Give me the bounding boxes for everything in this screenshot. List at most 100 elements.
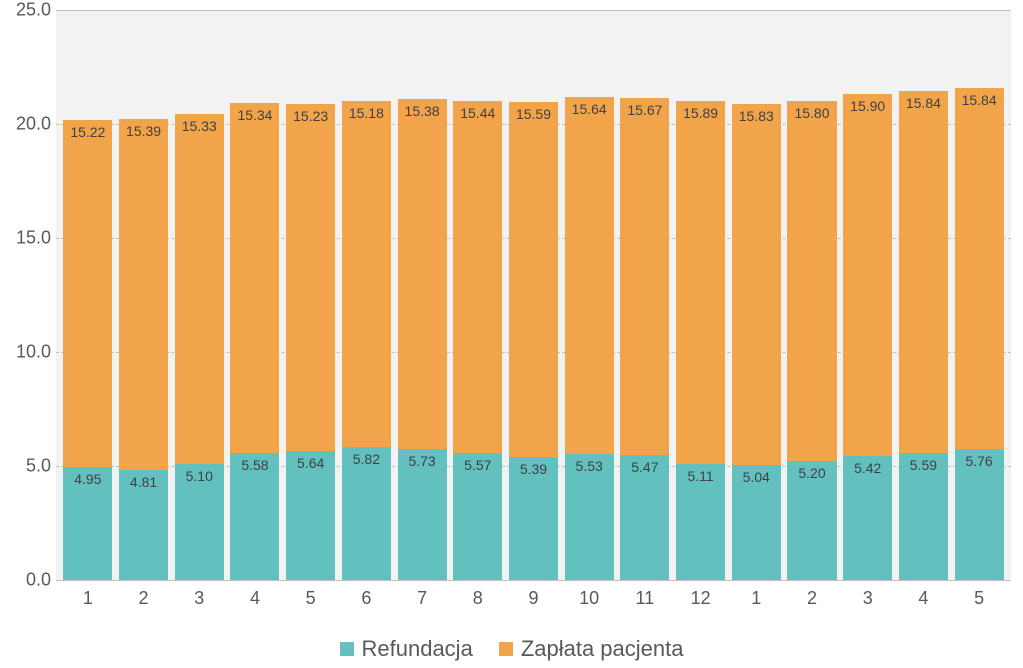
bar-stack: 5.11 15.89 (676, 101, 725, 580)
ytick-label: 0.0 (5, 570, 51, 591)
bar-segment-zaplata: 15.89 (676, 101, 725, 463)
bar-segment-zaplata: 15.83 (732, 104, 781, 465)
bar-segment-refundacja: 5.53 (565, 454, 614, 580)
bar-value-label: 5.73 (398, 453, 447, 469)
bar-segment-refundacja: 5.47 (620, 455, 669, 580)
bar-stack: 5.59 15.84 (899, 91, 948, 580)
bar-value-label: 15.39 (119, 123, 168, 139)
bar-slot: 5.4215.903 (840, 10, 896, 580)
bar-segment-refundacja: 5.57 (453, 453, 502, 580)
bar-stack: 5.47 15.67 (620, 98, 669, 580)
legend: Refundacja Zapłata pacjenta (0, 636, 1023, 662)
bar-slot: 4.8115.392 (116, 10, 172, 580)
bar-stack: 5.57 15.44 (453, 101, 502, 580)
legend-item-refundacja: Refundacja (340, 636, 473, 662)
bar-segment-refundacja: 5.11 (676, 464, 725, 581)
bar-segment-zaplata: 15.84 (899, 91, 948, 452)
bar-stack: 5.2015.80 (787, 101, 836, 580)
xtick-label: 7 (394, 588, 450, 609)
bar-slot: 5.7315.387 (394, 10, 450, 580)
bar-stack: 5.39 15.59 (509, 102, 558, 580)
bar-value-label: 15.23 (286, 108, 335, 124)
bar-segment-refundacja: 5.10 (175, 464, 224, 580)
bar-slot: 5.0415.831 (728, 10, 784, 580)
bar-segment-refundacja: 5.73 (398, 449, 447, 580)
xtick-label: 10 (561, 588, 617, 609)
bar-slot: 5.5715.448 (450, 10, 506, 580)
bar-segment-zaplata: 15.34 (230, 103, 279, 453)
bar-value-label: 15.44 (453, 105, 502, 121)
bar-value-label: 5.39 (509, 461, 558, 477)
xtick-label: 6 (339, 588, 395, 609)
bar-value-label: 5.82 (342, 451, 391, 467)
bar-segment-refundacja: 5.82 (342, 447, 391, 580)
bar-segment-zaplata: 15.80 (787, 101, 836, 461)
bar-segment-zaplata: 15.18 (342, 101, 391, 447)
bar-slot: 4.9515.221 (60, 10, 116, 580)
xtick-label: 1 (60, 588, 116, 609)
xtick-label: 5 (951, 588, 1007, 609)
xtick-label: 2 (784, 588, 840, 609)
bar-stack: 5.10 15.33 (175, 114, 224, 580)
ytick-label: 10.0 (5, 342, 51, 363)
bar-value-label: 5.42 (843, 460, 892, 476)
bar-value-label: 15.84 (955, 92, 1004, 108)
bar-segment-refundacja: 4.95 (63, 467, 112, 580)
bar-value-label: 5.04 (732, 469, 781, 485)
bar-stack: 5.04 15.83 (732, 104, 781, 580)
bar-value-label: 5.76 (955, 453, 1004, 469)
legend-label: Refundacja (362, 636, 473, 662)
bar-slot: 5.7615.845 (951, 10, 1007, 580)
bar-value-label: 4.95 (63, 471, 112, 487)
gridline (56, 580, 1011, 581)
ytick-label: 20.0 (5, 114, 51, 135)
bar-slot: 5.5915.844 (896, 10, 952, 580)
bar-slot: 5.5315.6410 (561, 10, 617, 580)
xtick-label: 12 (673, 588, 729, 609)
bar-value-label: 5.47 (620, 459, 669, 475)
xtick-label: 3 (840, 588, 896, 609)
bar-value-label: 5.58 (230, 457, 279, 473)
ytick-label: 25.0 (5, 0, 51, 21)
bar-segment-zaplata: 15.67 (620, 98, 669, 455)
ytick-label: 15.0 (5, 228, 51, 249)
bar-value-label: 15.89 (676, 105, 725, 121)
bar-segment-zaplata: 15.90 (843, 94, 892, 457)
bar-value-label: 15.34 (230, 107, 279, 123)
bar-segment-refundacja: 5.20 (787, 461, 836, 580)
bar-slot: 5.4715.6711 (617, 10, 673, 580)
bar-value-label: 5.10 (175, 468, 224, 484)
legend-swatch (340, 642, 354, 656)
bar-segment-zaplata: 15.64 (565, 97, 614, 454)
xtick-label: 9 (506, 588, 562, 609)
bars-row: 4.9515.2214.8115.3925.1015.3335.5815.344… (56, 10, 1011, 580)
bar-segment-zaplata: 15.33 (175, 114, 224, 464)
xtick-label: 8 (450, 588, 506, 609)
bar-value-label: 15.83 (732, 108, 781, 124)
bar-segment-refundacja: 5.39 (509, 457, 558, 580)
bar-value-label: 15.90 (843, 98, 892, 114)
bar-stack: 5.42 15.90 (843, 94, 892, 580)
bar-value-label: 5.11 (676, 468, 725, 484)
bar-slot: 5.1115.8912 (673, 10, 729, 580)
bar-segment-refundacja: 5.59 (899, 453, 948, 580)
legend-label: Zapłata pacjenta (521, 636, 684, 662)
bar-value-label: 15.59 (509, 106, 558, 122)
xtick-label: 11 (617, 588, 673, 609)
bar-stack: 5.76 15.84 (955, 88, 1004, 580)
bar-segment-zaplata: 15.44 (453, 101, 502, 453)
bar-segment-zaplata: 15.22 (63, 120, 112, 467)
bar-segment-zaplata: 15.59 (509, 102, 558, 457)
bar-value-label: 5.57 (453, 457, 502, 473)
legend-item-zaplata: Zapłata pacjenta (499, 636, 684, 662)
plot-area: 4.9515.2214.8115.3925.1015.3335.5815.344… (56, 10, 1011, 580)
bar-segment-refundacja: 5.42 (843, 456, 892, 580)
bar-segment-zaplata: 15.39 (119, 119, 168, 470)
xtick-label: 4 (896, 588, 952, 609)
bar-segment-refundacja: 5.64 (286, 451, 335, 580)
bar-slot: 5.6415.235 (283, 10, 339, 580)
bar-segment-refundacja: 4.81 (119, 470, 168, 580)
bar-value-label: 15.22 (63, 124, 112, 140)
bar-segment-refundacja: 5.04 (732, 465, 781, 580)
bar-value-label: 15.84 (899, 95, 948, 111)
